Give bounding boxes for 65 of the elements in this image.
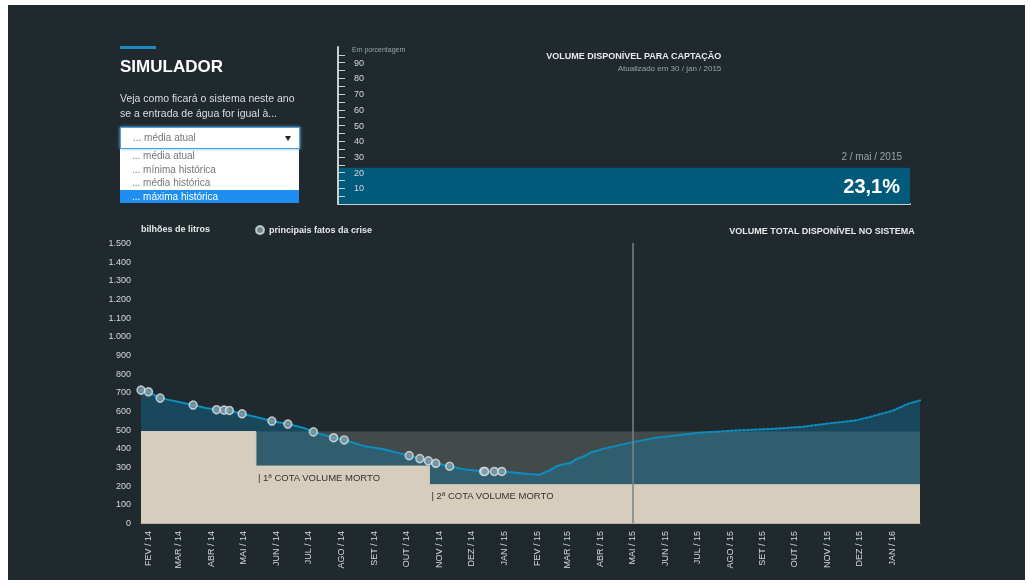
chart-title: VOLUME DISPONÍVEL PARA CAPTAÇÃO — [546, 50, 722, 61]
y-tick-label: 80 — [354, 73, 365, 84]
x-tick-label: JUN / 15 — [659, 531, 670, 567]
x-tick-label: MAI / 14 — [238, 531, 249, 565]
text: Veja como ficará o sistema neste ano se a entrada de água for igual à... — [120, 91, 296, 121]
y-tick-label: 0 — [125, 518, 131, 528]
y-tick-label: 1.200 — [108, 294, 131, 304]
x-tick-label: MAI / 15 — [626, 531, 637, 565]
x-tick-label: FEV / 15 — [531, 531, 542, 567]
y-tick-label: 900 — [115, 350, 131, 360]
y-tick-label: 1.300 — [108, 275, 131, 286]
x-tick-label: JAN / 16 — [887, 531, 898, 566]
y-tick-label: 60 — [354, 104, 365, 115]
y-tick-label: 30 — [354, 151, 365, 162]
y-tick-label: 40 — [354, 136, 365, 147]
y-tick-label: 800 — [115, 368, 131, 379]
y-tick-label: 10 — [354, 183, 365, 194]
x-tick-label: SET / 15 — [757, 531, 768, 566]
y-tick-label: 400 — [115, 443, 131, 454]
y-tick-label: 50 — [354, 120, 365, 131]
text: ... mínima histórica — [131, 162, 217, 176]
legend-label: principais fatos da crise — [269, 225, 373, 235]
y-tick-label: 600 — [115, 406, 131, 416]
chart-title: VOLUME TOTAL DISPONÍVEL NO SISTEMA — [729, 225, 916, 236]
y-tick-label: 100 — [115, 499, 131, 510]
y-tick-label: 200 — [115, 480, 131, 491]
annotation: 2 / mai / 2015 — [841, 151, 903, 163]
x-tick-label: OUT / 15 — [789, 531, 800, 568]
x-tick-label: MAR / 14 — [173, 531, 184, 569]
x-tick-label: NOV / 14 — [433, 531, 444, 569]
y-tick-label: 1.400 — [108, 256, 131, 267]
y-tick-label: 1.000 — [108, 331, 131, 342]
text: Atualizado em 30 / jan / 2015 — [617, 63, 722, 73]
y-tick-label: 300 — [115, 462, 131, 472]
y-tick-label: 90 — [354, 57, 365, 68]
text: ... média atual — [131, 149, 196, 163]
x-tick-label: JUL / 14 — [303, 531, 314, 565]
x-tick-label: AGO / 15 — [724, 531, 735, 569]
x-tick-label: MAR / 15 — [561, 531, 572, 569]
annotation: | 2ª COTA VOLUME MORTO — [431, 490, 554, 502]
x-tick-label: AGO / 14 — [336, 531, 347, 569]
x-tick-label: ABR / 15 — [594, 531, 605, 568]
text: SIMULADOR — [120, 57, 224, 77]
x-tick-label: JUN / 14 — [271, 531, 282, 567]
text: ... média atual — [133, 132, 196, 143]
x-tick-label: DEZ / 14 — [465, 531, 476, 567]
x-tick-label: NOV / 15 — [822, 531, 833, 569]
x-tick-label: SET / 14 — [369, 531, 380, 566]
y-tick-label: 1.500 — [108, 238, 131, 248]
x-tick-label: OUT / 14 — [400, 531, 411, 568]
x-tick-label: DEZ / 15 — [854, 531, 865, 567]
data-label: 23,1% — [843, 174, 901, 197]
x-tick-label: JAN / 15 — [498, 531, 509, 566]
y-tick-label: 1.100 — [108, 312, 131, 323]
x-tick-label: JUL / 15 — [691, 531, 702, 565]
text: ... máxima histórica — [120, 189, 299, 203]
y-tick-label: 500 — [115, 424, 131, 435]
x-tick-label: FEV / 14 — [143, 531, 154, 567]
y-tick-label: 70 — [354, 89, 365, 100]
y-axis-title: bilhões de litros — [141, 223, 211, 234]
y-tick-label: 700 — [115, 387, 131, 398]
y-tick-label: 20 — [354, 167, 365, 178]
annotation: | 1ª COTA VOLUME MORTO — [257, 471, 381, 483]
text: ... média histórica — [131, 176, 212, 190]
x-tick-label: ABR / 14 — [206, 531, 217, 568]
